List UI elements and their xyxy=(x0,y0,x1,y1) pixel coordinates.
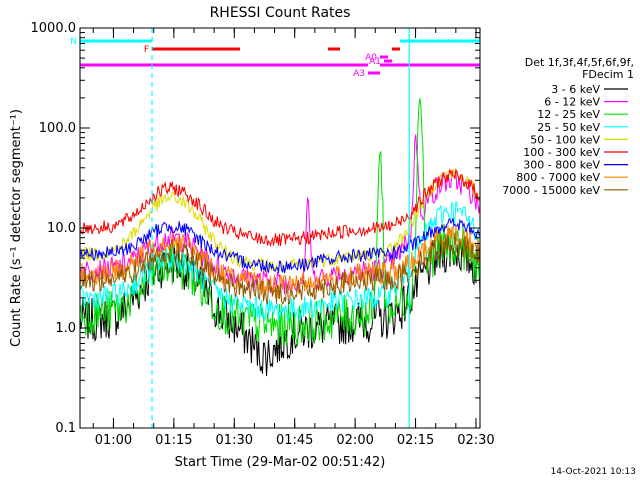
vertical-markers xyxy=(79,28,481,428)
y-axis: 0.1 1.0 10.0 100.0 1000.0 xyxy=(31,21,480,436)
legend: Det 1f,3f,4f,5f,6f,9f, FDecim 1 3 - 6 ke… xyxy=(502,56,634,197)
legend-label: 300 - 800 keV xyxy=(523,159,600,172)
series-line-0 xyxy=(79,234,481,377)
legend-label: 7000 - 15000 keV xyxy=(502,184,600,197)
flag-bar-label: A3 xyxy=(353,69,365,79)
x-tick-label: 01:30 xyxy=(216,433,253,448)
plot-area xyxy=(79,98,481,377)
legend-label: 100 - 300 keV xyxy=(523,146,600,159)
series-line-8 xyxy=(79,232,481,305)
y-tick-label: 0.1 xyxy=(55,421,76,436)
flag-bar-label: A0 xyxy=(365,53,377,63)
footer-date: 14-Oct-2021 10:13 xyxy=(551,467,636,477)
plot-frame xyxy=(79,27,481,429)
y-tick-label: 1000.0 xyxy=(31,21,77,36)
legend-title-line-1: Det 1f,3f,4f,5f,6f,9f, xyxy=(525,56,634,69)
x-tick-label: 01:00 xyxy=(95,433,132,448)
x-axis: 01:00 01:15 01:30 01:45 02:00 02:15 02:30 xyxy=(92,28,495,448)
series-line-4 xyxy=(79,168,481,274)
y-tick-label: 100.0 xyxy=(39,121,76,136)
x-axis-label: Start Time (29-Mar-02 00:51:42) xyxy=(175,455,386,470)
legend-label: 25 - 50 keV xyxy=(537,121,600,134)
legend-label: 50 - 100 keV xyxy=(530,133,600,146)
x-tick-label: 01:45 xyxy=(276,433,313,448)
legend-label: 6 - 12 keV xyxy=(544,96,600,109)
legend-title-line-2: FDecim 1 xyxy=(582,68,634,81)
x-tick-label: 02:30 xyxy=(457,433,494,448)
legend-label: 800 - 7000 keV xyxy=(516,171,600,184)
flag-bar-label: A1 xyxy=(369,57,381,67)
flag-bar-label: F xyxy=(144,45,149,55)
chart-title: RHESSI Count Rates xyxy=(210,5,351,21)
y-tick-label: 10.0 xyxy=(47,221,76,236)
x-tick-label: 01:15 xyxy=(155,433,192,448)
y-tick-label: 1.0 xyxy=(55,321,76,336)
legend-label: 12 - 25 keV xyxy=(537,108,600,121)
x-tick-label: 02:00 xyxy=(336,433,373,448)
x-tick-label: 02:15 xyxy=(397,433,434,448)
series-line-5 xyxy=(79,168,481,248)
series-line-6 xyxy=(79,217,481,274)
flag-bar-label: N xyxy=(70,37,77,47)
y-axis-label: Count Rate (s⁻¹ detector segment⁻¹) xyxy=(9,109,24,347)
legend-label: 3 - 6 keV xyxy=(551,83,600,96)
series-line-1 xyxy=(79,134,481,295)
